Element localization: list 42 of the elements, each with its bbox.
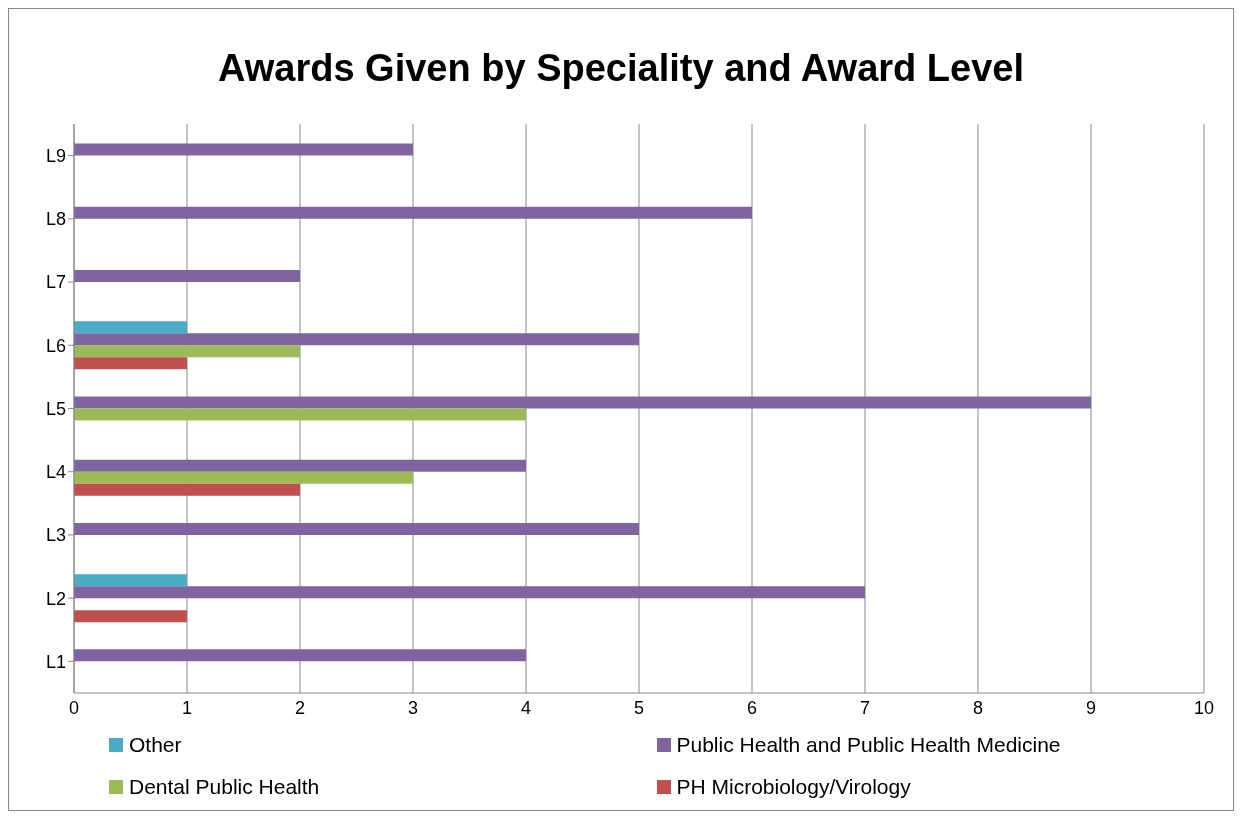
bar xyxy=(74,649,526,662)
legend-label: Other xyxy=(129,733,182,757)
x-tick-label: 1 xyxy=(181,697,193,718)
x-tick-label: 8 xyxy=(972,697,984,718)
y-tick-label: L8 xyxy=(45,209,66,230)
legend-label: PH Microbiology/Virology xyxy=(676,775,911,799)
y-tick-label: L2 xyxy=(45,588,66,609)
bar xyxy=(74,143,413,156)
y-tick-label: L4 xyxy=(45,462,66,483)
bar xyxy=(74,206,752,219)
y-tick-label: L9 xyxy=(45,146,66,166)
chart-title: Awards Given by Speciality and Award Level xyxy=(216,46,1026,91)
y-tick-label: L5 xyxy=(45,398,66,419)
bar xyxy=(74,345,300,358)
bar xyxy=(74,270,300,283)
bar xyxy=(74,408,526,421)
bar xyxy=(74,471,413,484)
y-tick-label: L1 xyxy=(45,651,66,672)
bar xyxy=(74,574,187,587)
x-tick-label: 4 xyxy=(520,697,532,718)
bar xyxy=(74,586,865,599)
x-tick-label: 10 xyxy=(1193,697,1215,718)
bar xyxy=(74,333,639,346)
bar xyxy=(74,610,187,623)
x-tick-label: 9 xyxy=(1085,697,1097,718)
x-tick-label: 3 xyxy=(407,697,419,718)
legend-label: Dental Public Health xyxy=(129,775,320,799)
bar xyxy=(74,321,187,334)
bar xyxy=(74,522,639,535)
bar xyxy=(74,459,526,472)
y-tick-label: L7 xyxy=(45,272,66,293)
bar xyxy=(74,483,300,496)
x-tick-label: 6 xyxy=(746,697,758,718)
x-tick-label: 7 xyxy=(859,697,871,718)
legend-label: Public Health and Public Health Medicine xyxy=(676,733,1061,757)
bar xyxy=(74,357,187,370)
y-tick-label: L6 xyxy=(45,335,66,356)
bar xyxy=(74,396,1091,409)
x-tick-label: 0 xyxy=(68,697,80,718)
x-tick-label: 5 xyxy=(633,697,645,718)
x-tick-label: 2 xyxy=(294,697,306,718)
y-tick-label: L3 xyxy=(45,525,66,546)
